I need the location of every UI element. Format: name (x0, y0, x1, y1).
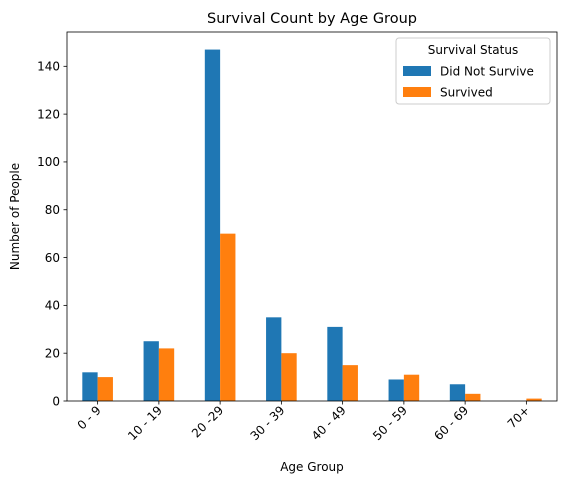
x-tick-label: 60 - 69 (431, 403, 471, 443)
legend-label-survived: Survived (440, 86, 493, 100)
bar-did-not-survive-10-19 (143, 341, 159, 401)
bar-survived-40-49 (342, 365, 358, 401)
y-tick-label: 120 (37, 107, 60, 121)
x-tick-label: 0 - 9 (75, 403, 104, 432)
bar-did-not-survive-60-69 (449, 384, 466, 401)
bar-survived-70 (526, 398, 542, 401)
x-tick-label: 40 - 49 (309, 403, 349, 443)
bar-survived-0-9 (97, 377, 113, 401)
y-axis-ticks: 0 20 40 60 80 100 120 140 (37, 60, 67, 408)
y-tick-label: 20 (45, 346, 60, 360)
x-tick-label: 10 - 19 (125, 403, 165, 443)
x-tick-label: 20 -29 (189, 403, 226, 440)
bar-did-not-survive-20-29 (204, 49, 221, 401)
y-tick-label: 0 (52, 394, 60, 408)
x-tick-label: 50 - 59 (370, 403, 410, 443)
y-tick-label: 40 (45, 299, 60, 313)
legend-swatch-survived (403, 87, 431, 97)
plot-area-frame (66, 31, 558, 402)
legend-title: Survival Status (428, 43, 518, 57)
bar-did-not-survive-50-59 (388, 379, 404, 401)
legend-swatch-did-not-survive (403, 66, 431, 76)
bar-survived-20-29 (220, 233, 236, 401)
bars (82, 49, 542, 401)
legend-box (395, 37, 551, 105)
x-tick-label: 30 - 39 (248, 403, 288, 443)
legend: Survival Status Did Not Survive Survived (395, 37, 551, 105)
legend-label-did-not-survive: Did Not Survive (440, 65, 534, 79)
y-axis-label: Number of People (8, 163, 22, 270)
bar-survived-60-69 (465, 393, 481, 401)
bar-survived-30-39 (281, 353, 297, 401)
bar-did-not-survive-0-9 (82, 372, 98, 401)
bar-survived-10-19 (158, 348, 175, 401)
bar-survived-50-59 (403, 374, 420, 401)
y-tick-label: 60 (45, 251, 60, 265)
chart-title: Survival Count by Age Group (207, 11, 417, 27)
x-axis-ticks: 0 - 9 10 - 19 20 -29 30 - 39 40 - 49 50 - 59 6… (75, 401, 533, 443)
bar-did-not-survive-30-39 (266, 317, 282, 401)
y-tick-label: 140 (37, 60, 60, 74)
y-tick-label: 80 (45, 203, 60, 217)
y-tick-label: 100 (37, 155, 60, 169)
bar-did-not-survive-40-49 (327, 326, 343, 401)
x-axis-label: Age Group (280, 460, 344, 474)
x-tick-label: 70+ (505, 403, 533, 431)
